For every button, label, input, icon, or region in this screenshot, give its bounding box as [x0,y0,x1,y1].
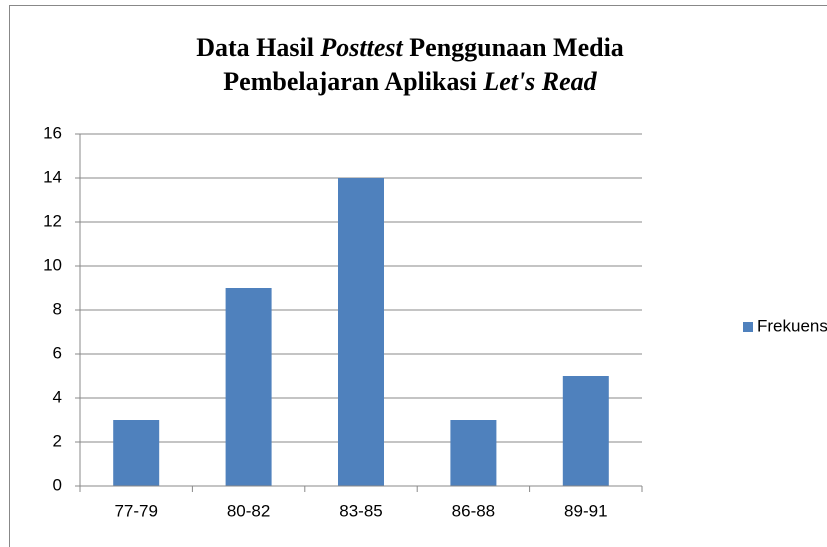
chart-title: Data Hasil Posttest Penggunaan Media [196,33,624,62]
chart-title: Pembelajaran Aplikasi Let's Read [223,67,597,96]
bar [450,420,497,486]
y-tick-label: 4 [53,387,62,406]
title-run: Data Hasil [196,33,320,62]
title-run: Penggunaan Media [403,33,624,62]
y-tick-label: 2 [53,431,62,450]
bar [113,420,160,486]
legend-swatch [743,322,753,332]
y-tick-label: 6 [53,343,62,362]
x-tick-label: 77-79 [114,501,157,520]
y-tick-label: 14 [43,167,62,186]
y-tick-label: 0 [53,475,62,494]
x-tick-label: 83-85 [339,501,382,520]
bar [338,178,384,486]
y-tick-label: 16 [43,123,62,142]
title-run: Posttest [319,33,403,62]
y-tick-label: 10 [43,255,62,274]
bar [225,288,272,486]
bar [562,376,609,486]
x-tick-label: 86-88 [452,501,495,520]
legend-label: Frekuensi [757,316,827,335]
y-tick-label: 8 [53,299,62,318]
title-run: Pembelajaran Aplikasi [223,67,483,96]
x-tick-label: 89-91 [564,501,607,520]
y-tick-label: 12 [43,211,62,230]
title-run: Let's Read [482,67,597,96]
x-tick-label: 80-82 [227,501,270,520]
